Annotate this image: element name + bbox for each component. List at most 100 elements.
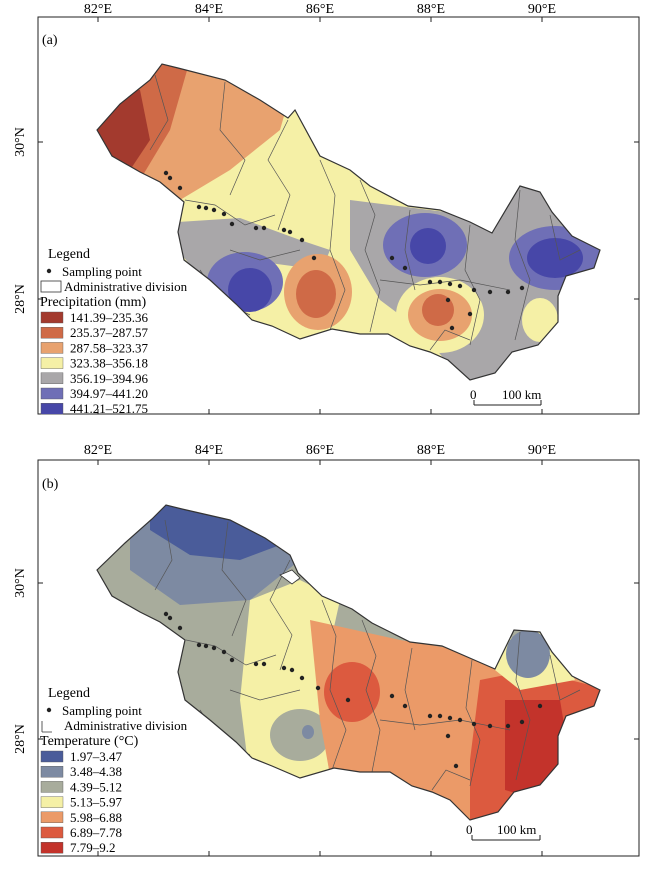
sampling-point [389, 693, 395, 699]
sampling-point [427, 279, 433, 285]
legend-swatch [40, 796, 64, 808]
scale-distance: 100 km [497, 822, 536, 837]
sampling-point [447, 715, 453, 721]
legend-sampling-point: Sampling point [62, 264, 142, 279]
map-inset-outline [279, 569, 301, 585]
sampling-points [163, 611, 543, 769]
legend-swatch [40, 842, 64, 854]
panel-label: (b) [42, 477, 59, 492]
sampling-point [211, 645, 217, 651]
sampling-point [203, 205, 209, 211]
legend: Legend Sampling point Administrative div… [40, 686, 188, 855]
legend-class-label: 356.19–394.96 [70, 371, 149, 386]
sampling-point [505, 289, 511, 295]
sampling-point [449, 325, 455, 331]
sampling-point [167, 175, 173, 181]
sampling-point [453, 763, 459, 769]
tick-marks [38, 460, 639, 856]
panel-label: (a) [42, 33, 58, 48]
legend-swatch [40, 403, 64, 415]
sampling-point [221, 649, 227, 655]
sampling-point [196, 204, 202, 210]
x-tick-label: 88°E [417, 443, 445, 458]
legend-classes: 1.97–3.473.48–4.384.39–5.125.13–5.975.98… [40, 749, 123, 855]
class-area-439-512-pocket [270, 709, 330, 761]
admin-division-symbol [41, 721, 52, 733]
tick-marks [38, 17, 639, 414]
sampling-point [457, 283, 463, 289]
legend-class-label: 5.13–5.97 [70, 795, 123, 810]
legend-class-label: 4.39–5.12 [70, 779, 122, 794]
sampling-point [345, 697, 351, 703]
panel-a: 82°E 84°E 86°E 88°E 90°E 30°N 28°N (a) L… [13, 2, 640, 416]
legend-variable-label: Temperature (°C) [40, 734, 139, 749]
sampling-point [471, 287, 477, 293]
legend-class-label: 287.58–323.37 [70, 340, 149, 355]
legend-class-label: 141.39–235.36 [70, 310, 149, 325]
panel-b: 82°E 84°E 86°E 88°E 90°E 30°N 28°N (b) L… [13, 443, 640, 857]
x-tick-label: 82°E [84, 443, 112, 458]
legend-swatch [40, 387, 64, 400]
legend-swatch [40, 372, 64, 384]
sampling-point [299, 675, 305, 681]
legend-swatch [40, 327, 64, 339]
legend-class-label: 323.38–356.18 [70, 356, 148, 371]
sampling-point [427, 713, 433, 719]
legend-swatch [40, 781, 64, 793]
map-region [96, 63, 601, 381]
sampling-point [505, 723, 511, 729]
sampling-point [167, 615, 173, 621]
class-area-235-287-south [422, 294, 454, 326]
legend-class-label: 1.97–3.47 [70, 749, 123, 764]
sampling-point [402, 703, 408, 709]
scale-bar: 0 100 km [470, 387, 542, 406]
sampling-point [281, 665, 287, 671]
legend-admin-division: Administrative division [64, 279, 188, 294]
scale-distance: 100 km [502, 387, 541, 402]
sampling-point [177, 185, 183, 191]
legend-class-label: 394.97–441.20 [70, 386, 148, 401]
legend-class-label: 441.21–521.75 [70, 401, 148, 416]
map-region [96, 504, 601, 821]
sampling-point [537, 703, 543, 709]
y-tick-label: 28°N [13, 284, 28, 314]
sampling-point [221, 211, 227, 217]
legend-sampling-point: Sampling point [62, 703, 142, 718]
legend-title: Legend [48, 247, 90, 262]
sampling-point [287, 229, 293, 235]
class-area-441-522-fareast [527, 238, 583, 278]
sampling-point [177, 625, 183, 631]
sampling-point [457, 717, 463, 723]
x-tick-label: 88°E [417, 2, 445, 17]
legend-admin-division: Administrative division [64, 718, 188, 733]
map-frame [37, 459, 640, 857]
scale-zero: 0 [466, 822, 473, 837]
sampling-point [402, 265, 408, 271]
scale-zero: 0 [470, 387, 477, 402]
sampling-point [447, 281, 453, 287]
admin-division-symbol [40, 280, 62, 293]
sampling-point [281, 227, 287, 233]
sampling-point [203, 643, 209, 649]
sampling-point [261, 661, 267, 667]
legend-swatch [40, 342, 64, 354]
x-tick-label: 86°E [306, 2, 334, 17]
legend-classes: 141.39–235.36235.37–287.57287.58–323.373… [40, 310, 149, 416]
x-tick-label: 86°E [306, 443, 334, 458]
legend-swatch [40, 826, 64, 839]
sampling-point [289, 667, 295, 673]
legend-class-label: 3.48–4.38 [70, 764, 122, 779]
sampling-point [445, 733, 451, 739]
sampling-point [445, 297, 451, 303]
x-tick-label: 84°E [195, 2, 223, 17]
sampling-point-symbol [46, 707, 52, 713]
sampling-points [163, 170, 525, 331]
sampling-point [487, 289, 493, 295]
sampling-point [487, 723, 493, 729]
class-area-441-522-west [228, 268, 272, 312]
sampling-point [229, 657, 235, 663]
sampling-point [253, 225, 259, 231]
sampling-point [471, 721, 477, 727]
class-area-323-356-se [522, 298, 558, 342]
